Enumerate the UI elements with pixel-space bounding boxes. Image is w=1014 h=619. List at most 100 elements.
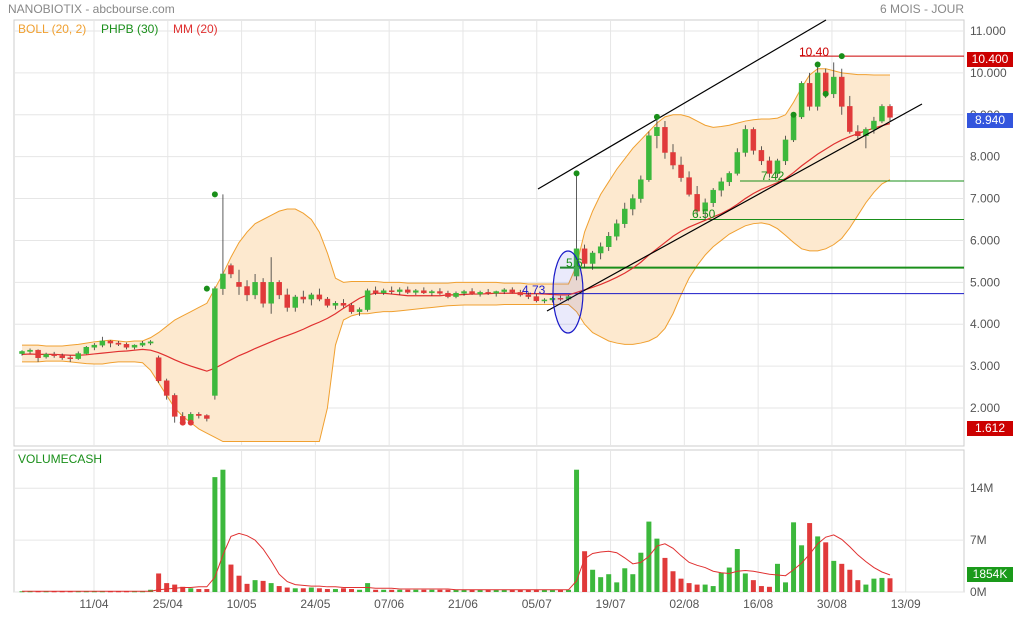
candle-body	[541, 299, 548, 302]
candle-body	[702, 202, 708, 212]
volume-bar	[493, 589, 499, 592]
time-tick-label: 25/04	[153, 597, 183, 611]
volume-bar	[630, 574, 636, 592]
volume-legend: VOLUMECASH	[18, 452, 102, 466]
candle-body	[726, 173, 733, 183]
pivot-low-dot	[179, 419, 186, 426]
volume-panel-frame	[13, 449, 965, 593]
volume-bar	[324, 589, 330, 592]
volume-bar	[429, 589, 435, 592]
volume-bar	[606, 574, 612, 592]
volume-bar	[357, 589, 363, 592]
volume-bar	[501, 589, 507, 592]
volume-layer	[19, 469, 893, 593]
candle-body	[798, 83, 805, 118]
overlay-layer	[179, 19, 923, 426]
candle-body	[670, 152, 676, 166]
price-tick-label: 7.000	[970, 192, 1000, 206]
candle-body	[654, 127, 660, 136]
volume-bar	[164, 583, 170, 592]
candle-body	[244, 286, 250, 296]
candle-body	[372, 290, 379, 294]
volume-bar	[204, 589, 210, 592]
candle-body	[694, 194, 700, 212]
volume-badge-bg	[967, 567, 1013, 582]
volume-bar	[566, 589, 572, 592]
last-price-badge-bg	[967, 113, 1013, 128]
volume-bar	[799, 545, 805, 592]
candle-body	[686, 177, 692, 195]
candle-body	[163, 380, 170, 396]
candle-body	[509, 289, 516, 293]
volume-bar	[316, 588, 322, 592]
candle-body	[43, 354, 49, 358]
pivot-high-dot	[211, 191, 218, 198]
candle-body	[822, 72, 829, 95]
candle-body	[364, 290, 371, 310]
candle-body	[59, 355, 65, 358]
volume-bar	[662, 557, 668, 592]
candle-body	[147, 341, 154, 344]
level-label-742: 7.42	[761, 169, 785, 183]
volume-bar	[156, 573, 162, 592]
volume-bar	[220, 469, 226, 592]
volume-bar	[437, 589, 443, 592]
support-label: 4.73	[522, 283, 546, 297]
time-tick-label: 21/06	[448, 597, 478, 611]
candle-body	[758, 150, 765, 162]
candle-body	[549, 298, 556, 301]
candle-body	[413, 290, 419, 293]
candle-body	[388, 290, 395, 292]
volume-bar	[485, 589, 491, 592]
candle-body	[790, 116, 797, 141]
candle-body	[316, 294, 323, 300]
volume-bar	[517, 589, 523, 592]
candle-body	[228, 265, 234, 275]
time-tick-label: 05/07	[522, 597, 552, 611]
candle-body	[646, 135, 652, 180]
candle-body	[220, 273, 226, 289]
volume-bar	[598, 577, 604, 592]
candle-body	[260, 282, 266, 304]
volume-bar	[397, 589, 403, 592]
legend-mm: MM (20)	[173, 22, 218, 36]
high-price-badge: 10.400	[972, 52, 1009, 66]
price-tick-label: 2.000	[970, 401, 1000, 415]
level-label-56: 5.6	[566, 256, 583, 270]
volume-bar	[469, 589, 475, 592]
candle-body	[477, 292, 483, 295]
price-tick-label: 4.000	[970, 317, 1000, 331]
volume-bar	[381, 589, 387, 592]
period-label: 6 MOIS - JOUR	[880, 2, 964, 16]
time-tick-label: 10/05	[227, 597, 257, 611]
candle-body	[75, 353, 82, 359]
price-tick-label: 3.000	[970, 359, 1000, 373]
candle-body	[734, 152, 741, 174]
volume-bar	[405, 589, 411, 592]
candle-body	[493, 291, 499, 294]
volume-bar	[614, 582, 620, 592]
volume-bar	[549, 589, 555, 592]
candle-body	[613, 223, 620, 237]
last-price-badge: 8.940	[975, 113, 1005, 127]
volume-bar	[791, 522, 797, 592]
volume-bar	[590, 569, 596, 592]
price-tick-label: 5.000	[970, 275, 1000, 289]
axis-layer: 11.00010.0009.0008.0007.0006.0005.0004.0…	[79, 24, 1007, 611]
volume-bar	[582, 551, 588, 592]
chart-title: NANOBIOTIX - abcbourse.com	[8, 2, 175, 16]
volume-bar	[445, 589, 451, 592]
pivot-high-dot	[814, 61, 821, 68]
candle-body	[35, 349, 41, 358]
candle-body	[19, 351, 25, 354]
candle-body	[662, 127, 668, 153]
volume-bar	[332, 589, 338, 592]
volume-bar	[742, 573, 748, 592]
volume-bar	[533, 589, 539, 592]
trend-channel-upper	[537, 19, 827, 190]
candle-body	[597, 246, 604, 254]
candle-body	[806, 83, 813, 107]
candle-body	[131, 344, 138, 348]
candle-body	[830, 76, 837, 95]
volume-bar	[340, 588, 346, 592]
